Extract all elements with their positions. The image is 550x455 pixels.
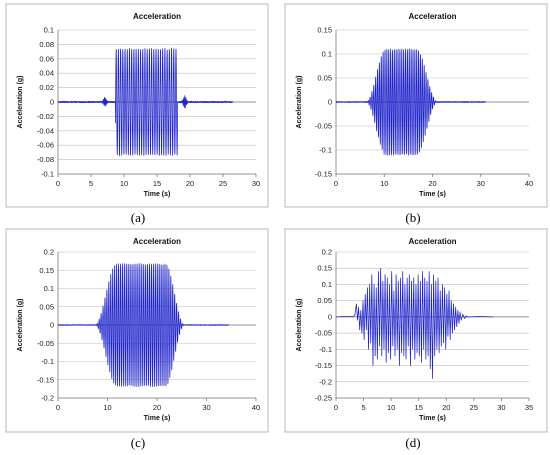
- x-tick-label: 0: [56, 179, 60, 188]
- y-tick-label: -0.2: [319, 377, 332, 386]
- x-tick-label: 30: [477, 179, 485, 188]
- x-tick-label: 20: [186, 179, 194, 188]
- panel-label: (c): [131, 435, 145, 450]
- y-tick-label: 0.02: [39, 83, 54, 92]
- y-tick-label: -0.2: [41, 394, 54, 403]
- x-tick-label: 20: [153, 403, 161, 412]
- x-tick-label: 25: [219, 179, 227, 188]
- chart-title: Acceleration: [133, 12, 181, 21]
- y-tick-label: -0.1: [319, 345, 332, 354]
- y-axis-title: Acceleration (g): [17, 299, 24, 352]
- y-tick-label: 0.2: [44, 248, 54, 257]
- x-tick-label: 10: [380, 179, 388, 188]
- x-tick-label: 30: [252, 179, 260, 188]
- x-tick-label: 0: [56, 403, 60, 412]
- x-tick-label: 20: [428, 179, 436, 188]
- panel-label: (d): [405, 435, 420, 450]
- y-tick-label: 0.1: [322, 50, 332, 59]
- y-tick-label: -0.06: [37, 141, 54, 150]
- chart-panel-a: -0.1 -0.08 -0.06 -0.04 -0.02 0 0.02 0.04 0.06 0.0…: [5, 3, 269, 225]
- y-tick-label: 0: [328, 98, 332, 107]
- x-tick-label: 35: [525, 403, 533, 412]
- y-tick-label: 0.1: [44, 26, 54, 35]
- y-tick-label: 0.2: [322, 248, 332, 257]
- y-tick-label: 0: [50, 321, 54, 330]
- x-tick-label: 15: [415, 403, 423, 412]
- y-tick-label: -0.08: [37, 155, 54, 164]
- x-axis-title: Time (s): [419, 415, 446, 422]
- y-tick-label: -0.1: [41, 357, 54, 366]
- chart-panel-b: -0.15 -0.1 -0.05 0 0.05 0.1 0.15 0 10 20 30 40 Accel…: [284, 3, 548, 225]
- x-axis-title: Time (s): [144, 191, 171, 198]
- y-tick-label: 0.05: [317, 74, 332, 83]
- y-tick-label: -0.15: [315, 361, 332, 370]
- y-axis-title: Acceleration (g): [17, 76, 24, 129]
- y-tick-label: 0.05: [317, 296, 332, 305]
- y-axis-title: Acceleration (g): [296, 299, 303, 352]
- y-tick-label: 0: [50, 98, 54, 107]
- y-tick-label: 0.15: [317, 26, 332, 35]
- acceleration-trace: [57, 47, 234, 157]
- y-tick-label: 0.05: [39, 302, 54, 311]
- x-tick-label: 0: [334, 179, 338, 188]
- y-tick-label: -0.1: [41, 170, 54, 179]
- x-tick-label: 25: [470, 403, 478, 412]
- x-tick-label: 15: [153, 179, 161, 188]
- y-tick-label: -0.05: [315, 329, 332, 338]
- y-tick-label: 0.06: [39, 54, 54, 63]
- x-tick-label: 5: [361, 403, 365, 412]
- chart-title: Acceleration: [133, 237, 181, 246]
- acceleration-trace: [335, 267, 494, 379]
- x-axis-title: Time (s): [144, 415, 171, 422]
- acceleration-trace: [335, 48, 486, 156]
- y-tick-label: -0.02: [37, 112, 54, 121]
- y-tick-label: -0.04: [37, 126, 54, 135]
- y-tick-label: -0.15: [315, 170, 332, 179]
- x-tick-label: 10: [387, 403, 395, 412]
- y-tick-label: 0.15: [317, 264, 332, 273]
- panel-label: (b): [405, 210, 420, 225]
- x-tick-label: 10: [120, 179, 128, 188]
- x-tick-label: 30: [202, 403, 210, 412]
- chart-title: Acceleration: [408, 237, 456, 246]
- y-tick-label: -0.05: [37, 339, 54, 348]
- y-tick-label: 0.1: [44, 284, 54, 293]
- y-tick-label: 0.04: [39, 69, 54, 78]
- y-tick-label: 0.15: [39, 266, 54, 275]
- acceleration-trace: [57, 263, 230, 388]
- x-tick-label: 20: [442, 403, 450, 412]
- x-tick-label: 30: [497, 403, 505, 412]
- y-axis-title: Acceleration (g): [296, 76, 303, 129]
- y-tick-label: 0.08: [39, 40, 54, 49]
- x-axis-title: Time (s): [419, 191, 446, 198]
- x-tick-label: 40: [252, 403, 260, 412]
- panel-label: (a): [131, 210, 145, 225]
- y-tick-label: -0.25: [315, 394, 332, 403]
- y-tick-label: 0: [328, 312, 332, 321]
- chart-title: Acceleration: [408, 12, 456, 21]
- x-tick-label: 40: [525, 179, 533, 188]
- y-tick-label: 0.1: [322, 280, 332, 289]
- chart-panel-c: -0.2 -0.15 -0.1 -0.05 0 0.05 0.1 0.15 0.2 0 10 20 30…: [5, 228, 269, 450]
- x-tick-label: 5: [89, 179, 93, 188]
- x-tick-label: 10: [103, 403, 111, 412]
- chart-panel-d: -0.25 -0.2 -0.15 -0.1 -0.05 0 0.05 0.1 0.15 0.2 0 5…: [284, 228, 548, 450]
- y-tick-label: -0.15: [37, 375, 54, 384]
- x-tick-label: 0: [334, 403, 338, 412]
- y-tick-label: -0.05: [315, 122, 332, 131]
- y-tick-label: -0.1: [319, 146, 332, 155]
